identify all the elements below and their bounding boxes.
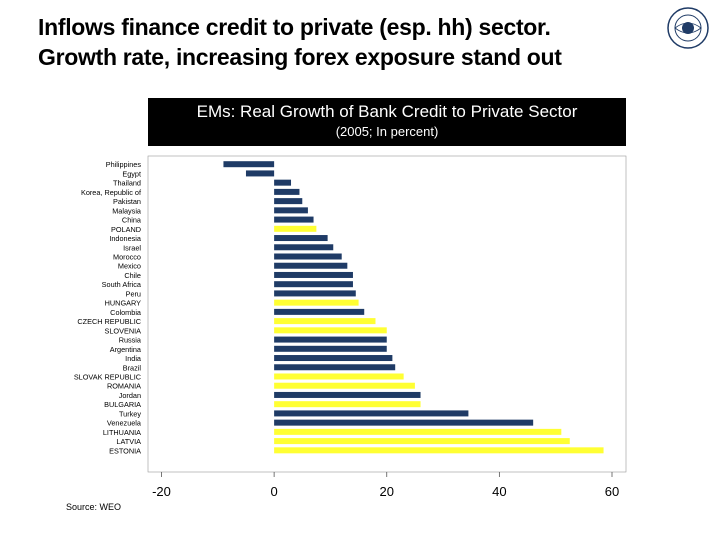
category-label: ROMANIA (107, 382, 141, 391)
category-label: Jordan (119, 391, 141, 400)
bar (274, 198, 303, 205)
bar (274, 179, 292, 186)
bar (274, 345, 387, 352)
category-label: South Africa (102, 280, 142, 289)
x-tick-label: 40 (492, 484, 506, 499)
category-label: BULGARIA (104, 400, 141, 409)
slide-title-line1: Inflows finance credit to private (esp. … (38, 14, 551, 40)
imf-seal-icon (667, 7, 709, 49)
category-label: Turkey (119, 409, 141, 418)
bar (274, 271, 353, 278)
category-label: LITHUANIA (103, 428, 141, 437)
bar (274, 299, 359, 306)
slide-title: Inflows finance credit to private (esp. … (38, 12, 658, 72)
category-label: India (125, 354, 142, 363)
bar (274, 401, 421, 408)
bar (274, 262, 348, 269)
bar (274, 290, 356, 297)
bar (274, 244, 334, 251)
category-label: HUNGARY (105, 299, 141, 308)
category-label: Venezuela (107, 419, 142, 428)
category-label: Peru (126, 289, 141, 298)
bar (274, 373, 404, 380)
bar (274, 447, 604, 454)
bar (274, 355, 393, 362)
category-label: CZECH REPUBLIC (77, 317, 141, 326)
chart-title: EMs: Real Growth of Bank Credit to Priva… (196, 102, 578, 121)
category-label: Mexico (118, 262, 141, 271)
bar (274, 382, 415, 389)
bar (274, 336, 387, 343)
category-label: Israel (123, 243, 141, 252)
category-label: Egypt (122, 169, 141, 178)
category-label: Colombia (110, 308, 142, 317)
category-label: SLOVENIA (105, 326, 142, 335)
x-tick-label: 20 (380, 484, 394, 499)
category-label: Argentina (110, 345, 142, 354)
source-note: Source: WEO (66, 502, 122, 512)
bar (274, 281, 353, 288)
category-label: Pakistan (113, 197, 141, 206)
bar (274, 308, 365, 315)
bar (245, 170, 275, 177)
x-tick-label: -20 (152, 484, 171, 499)
category-label: Brazil (123, 363, 142, 372)
category-label: SLOVAK REPUBLIC (74, 372, 141, 381)
category-label: Morocco (113, 253, 141, 262)
chart-header: EMs: Real Growth of Bank Credit to Priva… (148, 98, 626, 146)
bar (274, 216, 314, 223)
category-label: LATVIA (116, 437, 141, 446)
category-label: Malaysia (112, 206, 142, 215)
category-label: China (122, 216, 142, 225)
bar (274, 207, 308, 214)
bar (274, 188, 300, 195)
bar (223, 161, 275, 168)
bar (274, 391, 421, 398)
category-label: Korea, Republic of (81, 188, 142, 197)
category-label: POLAND (111, 225, 141, 234)
bar (274, 253, 342, 260)
category-label: Indonesia (109, 234, 142, 243)
bar (274, 419, 534, 426)
category-label: Chile (124, 271, 141, 280)
category-label: ESTONIA (109, 446, 141, 455)
category-label: Philippines (106, 160, 142, 169)
x-tick-label: 60 (605, 484, 619, 499)
bar (274, 225, 317, 232)
bar (274, 318, 376, 325)
bar (274, 235, 328, 242)
bar (274, 428, 562, 435)
bar (274, 410, 469, 417)
chart-subtitle: (2005; In percent) (335, 124, 439, 139)
bar (274, 364, 396, 371)
x-tick-label: 0 (271, 484, 278, 499)
bar (274, 438, 570, 445)
bar (274, 327, 387, 334)
category-label: Thailand (113, 179, 141, 188)
category-label: Russia (119, 336, 142, 345)
slide-title-line2: Growth rate, increasing forex exposure s… (38, 44, 562, 70)
